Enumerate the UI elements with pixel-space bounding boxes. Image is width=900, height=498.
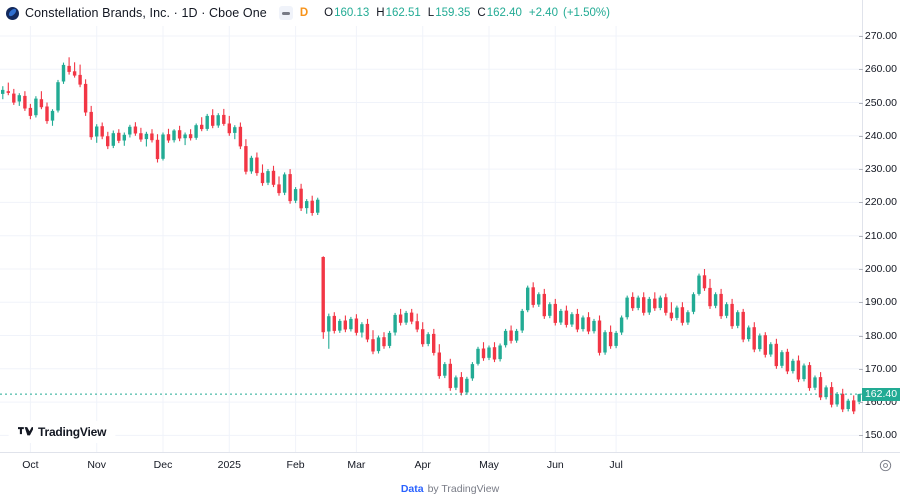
tradingview-watermark[interactable]: TradingView [8, 421, 117, 443]
price-tick: 260.00 [858, 63, 897, 76]
price-tick: 160.00 [858, 396, 897, 409]
chart-plot-area[interactable] [0, 26, 862, 452]
price-tick: 180.00 [858, 329, 897, 342]
last-price-line [0, 393, 862, 395]
constellation-brands-logo-icon [6, 6, 19, 20]
ohlc-close-value: 162.40 [486, 7, 522, 19]
price-tick: 230.00 [858, 163, 897, 176]
price-tick: 190.00 [858, 296, 897, 309]
symbol-title[interactable]: Constellation Brands, Inc. · 1D · Cboe O… [25, 6, 267, 20]
time-tick: Jun [546, 459, 564, 471]
time-tick: 2025 [217, 459, 241, 471]
footer-credit-text: by TradingView [427, 482, 500, 495]
candle-style-icon[interactable] [278, 6, 293, 20]
footer-credit: Data by TradingView [0, 479, 900, 498]
chart-header: Constellation Brands, Inc. · 1D · Cboe O… [0, 0, 900, 26]
axis-settings-icon[interactable] [878, 458, 892, 472]
ohlc-legend: O 160.13 H 162.51 L 159.35 C 162.40 +2.4… [324, 7, 610, 19]
time-axis[interactable]: Oct Nov Dec 2025 Feb Mar Apr May Jun Jul [0, 452, 900, 478]
ohlc-close-label: C [477, 7, 486, 19]
time-tick: Dec [153, 459, 173, 471]
price-tick: 150.00 [858, 429, 897, 442]
price-axis[interactable]: 270.00 260.00 250.00 240.00 230.00 220.00 210.… [858, 0, 900, 452]
interval-badge[interactable]: D [299, 7, 309, 19]
ohlc-low-value: 159.35 [435, 7, 471, 19]
price-tick: 270.00 [858, 30, 897, 42]
time-tick: Jul [609, 459, 623, 471]
tradingview-watermark-text: TradingView [38, 425, 107, 439]
ohlc-high-label: H [376, 7, 385, 19]
time-tick: Apr [414, 459, 431, 471]
candlestick-series [1, 57, 861, 415]
price-tick: 220.00 [858, 196, 897, 209]
time-tick: Nov [87, 459, 107, 471]
ohlc-high-value: 162.51 [385, 7, 421, 19]
ohlc-open-value: 160.13 [334, 7, 370, 19]
price-tick: 240.00 [858, 129, 897, 142]
last-price-tag: 162.40 [862, 387, 900, 401]
ohlc-change: +2.40 [528, 7, 558, 19]
interval-group: D [278, 6, 310, 20]
ohlc-low-label: L [427, 7, 435, 19]
time-tick: Oct [22, 459, 39, 471]
time-tick: Mar [347, 459, 366, 471]
time-tick: May [479, 459, 499, 471]
price-tick: 210.00 [858, 229, 897, 242]
price-tick: 250.00 [858, 96, 897, 109]
ohlc-open-label: O [324, 7, 334, 19]
price-tick: 200.00 [858, 263, 897, 275]
time-tick: Feb [286, 459, 305, 471]
chart-gridlines [0, 26, 862, 452]
price-tick: 170.00 [858, 362, 897, 375]
footer-data-link[interactable]: Data [400, 482, 424, 495]
ohlc-change-percent: (+1.50%) [562, 7, 610, 19]
tradingview-logo-icon [18, 426, 33, 435]
